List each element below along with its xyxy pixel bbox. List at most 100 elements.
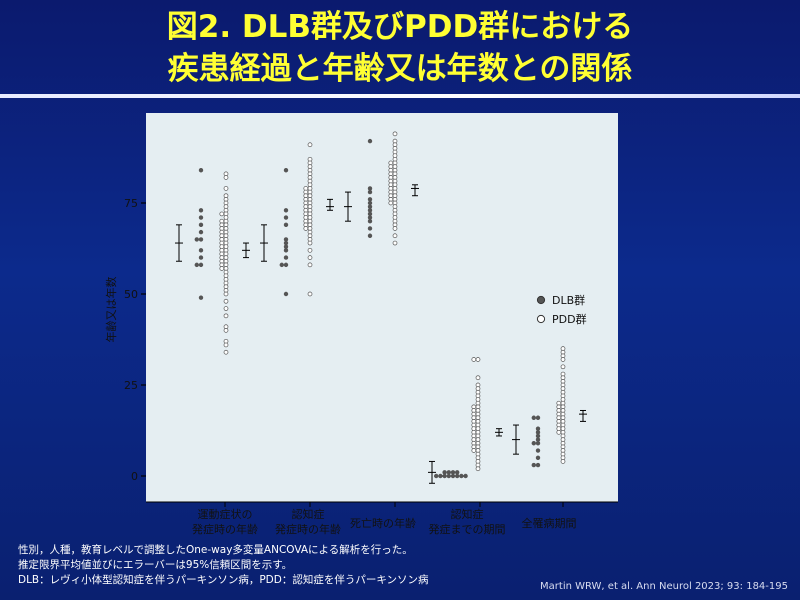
dlb-4-point — [535, 437, 541, 442]
footnote-1: 性別，人種，教育レベルで調整したOne-way多変量ANCOVAによる解析を行っ… — [18, 544, 413, 556]
pdd-2-point — [388, 200, 394, 206]
footnote-3: DLB：レヴィ小体型認知症を伴うパーキンソン病，PDD：認知症を伴うパーキンソン… — [18, 574, 429, 586]
dlb-2-point — [367, 138, 373, 144]
dlb-1-point — [283, 208, 289, 213]
pdd-0-point — [223, 175, 229, 180]
pdd-0-point — [219, 266, 225, 271]
dlb-2-point — [367, 215, 373, 220]
pdd-0-point — [223, 342, 229, 348]
pdd-0-point — [223, 291, 229, 297]
dlb-2-point — [367, 197, 373, 202]
dlb-0-point — [198, 262, 204, 268]
dlb-4-point — [535, 430, 541, 435]
dlb-1-point — [283, 262, 289, 268]
pdd-0-point — [223, 298, 229, 304]
title-divider — [0, 94, 800, 98]
dlb-1-point — [283, 291, 289, 297]
title-line-1: 図2. DLB群及びPDD群における — [166, 9, 634, 45]
dlb-3-point — [442, 470, 447, 475]
y-tick-label: 50 — [124, 288, 138, 301]
footnote-2: 推定限界平均値並びにエラーバーは95%信頼区間を示す。 — [18, 559, 293, 571]
x-tick-label: 全罹病期間 — [522, 516, 577, 530]
dlb-3-point — [459, 473, 464, 479]
dlb-3-point — [455, 470, 460, 475]
pdd-0-point — [219, 211, 225, 217]
dlb-3-point — [438, 473, 443, 479]
dlb-2-point — [367, 233, 373, 238]
dlb-1-point — [283, 255, 289, 260]
dlb-0-point — [198, 168, 204, 173]
dlb-4-point — [535, 448, 541, 453]
dlb-2-point — [367, 211, 373, 217]
x-tick-label: 死亡時の年齢 — [350, 516, 416, 530]
dlb-4-point — [535, 426, 541, 431]
y-tick-label: 0 — [131, 470, 138, 483]
dlb-1-point — [283, 240, 289, 246]
dlb-0-point — [198, 215, 204, 220]
pdd-3-point — [475, 357, 481, 362]
pdd-3-point — [475, 375, 481, 381]
dlb-0-point — [194, 262, 200, 268]
dlb-0-point — [194, 237, 200, 242]
slide-title: 図2. DLB群及びPDD群における 疾患経過と年齢又は年数との関係 — [0, 6, 800, 90]
pdd-2-point — [392, 233, 398, 239]
pdd-4-point — [560, 364, 566, 370]
dlb-0-point — [198, 229, 204, 235]
dlb-3-point — [446, 473, 451, 479]
pdd-0-point — [223, 306, 229, 311]
dlb-1-point — [283, 222, 289, 228]
legend-marker-dlb — [536, 295, 546, 305]
dlb-4-point — [535, 433, 541, 439]
dlb-4-point — [535, 415, 541, 420]
legend-label-pdd: PDD群 — [552, 312, 587, 326]
dlb-1-point — [283, 168, 289, 173]
dlb-1-point — [283, 244, 289, 249]
pdd-1-point — [307, 255, 313, 260]
dlb-2-point — [367, 189, 373, 195]
dlb-0-point — [198, 255, 204, 260]
dlb-0-point — [198, 295, 204, 300]
pdd-0-point — [223, 328, 229, 333]
legend-marker-pdd — [536, 314, 546, 324]
dlb-2-point — [367, 226, 373, 231]
x-tick-label: 運動症状の — [198, 507, 253, 521]
pdd-3-point — [471, 448, 477, 453]
dlb-4-point — [531, 441, 536, 446]
pdd-2-point — [392, 131, 398, 137]
legend-label-dlb: DLB群 — [552, 293, 585, 307]
pdd-4-point — [560, 357, 566, 362]
y-tick-label: 25 — [124, 379, 138, 392]
pdd-0-point — [223, 349, 229, 355]
pdd-3-point — [475, 466, 481, 472]
dlb-2-point — [367, 200, 373, 206]
pdd-0-point — [223, 186, 229, 191]
dlb-4-point — [531, 462, 536, 468]
dlb-3-point — [442, 473, 447, 479]
x-tick-label: 認知症 — [451, 507, 484, 521]
dlb-2-point — [367, 204, 373, 209]
pdd-1-point — [307, 262, 313, 268]
dlb-4-point — [535, 455, 541, 460]
pdd-1-point — [307, 247, 313, 253]
pdd-0-point — [223, 313, 229, 319]
dlb-0-point — [198, 237, 204, 242]
pdd-1-point — [307, 240, 313, 246]
pdd-2-point — [392, 226, 398, 231]
x-tick-label: 発症までの期間 — [429, 522, 506, 536]
title-line-2: 疾患経過と年齢又は年数との関係 — [167, 51, 633, 87]
dlb-1-point — [279, 262, 284, 268]
dlb-3-point — [463, 473, 468, 479]
dlb-2-point — [367, 219, 373, 224]
pdd-4-point — [556, 429, 562, 435]
dlb-0-point — [198, 248, 204, 253]
dlb-1-point — [283, 248, 289, 253]
dlb-3-point — [450, 470, 456, 475]
dlb-3-point — [446, 470, 451, 475]
dlb-4-point — [535, 462, 541, 468]
pdd-2-point — [392, 240, 398, 246]
pdd-1-point — [307, 142, 313, 148]
x-tick-label: 発症時の年齢 — [275, 522, 341, 536]
dlb-1-point — [283, 215, 289, 220]
dlb-3-point — [434, 473, 439, 479]
